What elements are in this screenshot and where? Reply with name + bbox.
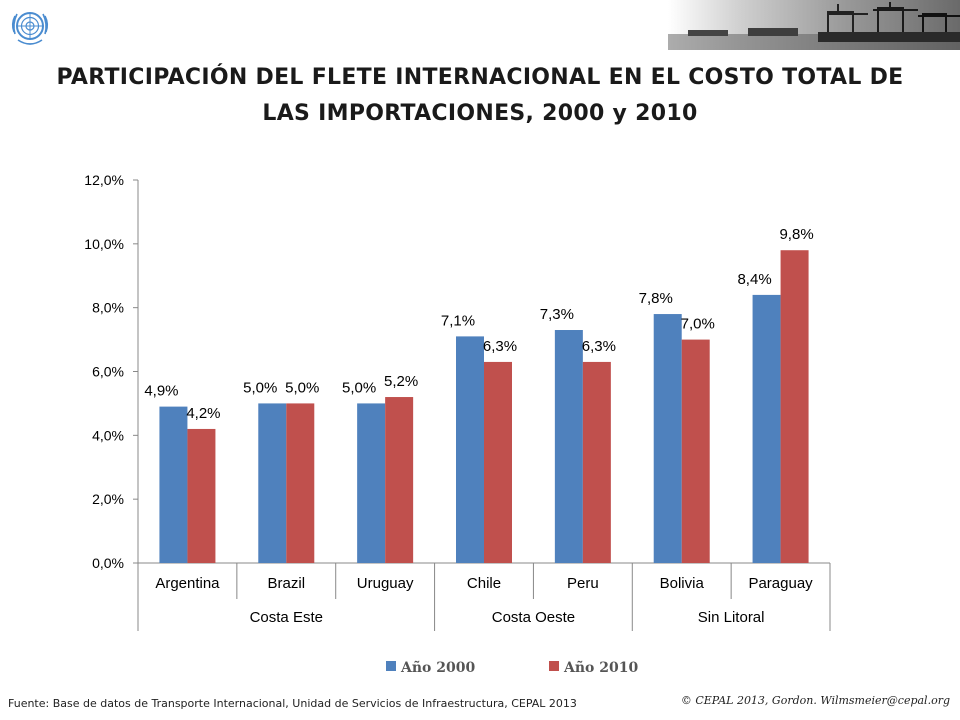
x-tick-label: Chile [467, 575, 501, 592]
data-label: 5,0% [342, 379, 376, 396]
y-tick-label: 10,0% [84, 236, 124, 252]
x-tick-label: Argentina [155, 575, 220, 592]
bar-2010-chile [484, 361, 512, 563]
title-line-1: PARTICIPACIÓN DEL FLETE INTERNACIONAL EN… [56, 65, 904, 90]
data-label: 8,4% [737, 271, 771, 288]
y-tick-label: 4,0% [92, 427, 124, 443]
un-emblem-icon [11, 12, 49, 45]
bar-2010-uruguay [385, 397, 414, 563]
legend-label: Año 2000 [400, 659, 475, 676]
port-cranes-photo [668, 0, 960, 50]
group-label: Costa Este [250, 609, 323, 626]
data-label: 7,8% [639, 290, 673, 307]
bar-chart: 0,0% 2,0% 4,0% 6,0% 8,0% 10,0% 12,0% 4,9% 4,2% Ar… [84, 172, 831, 676]
page-title: PARTICIPACIÓN DEL FLETE INTERNACIONAL EN… [40, 60, 920, 132]
data-label: 9,8% [779, 226, 813, 243]
legend-label: Año 2010 [563, 659, 638, 676]
group-label: Sin Litoral [698, 609, 765, 626]
legend-swatch [386, 661, 396, 671]
x-tick-label: Bolivia [660, 575, 705, 592]
data-label: 6,3% [582, 338, 616, 355]
legend-swatch [549, 661, 559, 671]
y-tick-label: 12,0% [84, 172, 124, 188]
x-tick-label: Peru [567, 575, 599, 592]
bar-2000-uruguay [357, 403, 386, 563]
y-tick-label: 8,0% [92, 300, 124, 316]
x-tick-label: Brazil [268, 575, 306, 592]
bar-2000-bolivia [653, 314, 682, 563]
bar-2000-argentina [159, 406, 188, 563]
y-tick-label: 6,0% [92, 364, 124, 380]
data-label: 6,3% [483, 338, 517, 355]
bar-2010-paraguay [780, 250, 809, 563]
source-note: Fuente: Base de datos de Transporte Inte… [8, 697, 577, 710]
y-tick-label: 0,0% [92, 555, 124, 571]
data-label: 7,3% [540, 306, 574, 323]
bar-2000-peru [554, 330, 583, 563]
data-label: 5,0% [285, 379, 319, 396]
bar-2010-bolivia [681, 339, 710, 563]
bar-2000-paraguay [752, 294, 781, 563]
x-tick-label: Paraguay [748, 575, 813, 592]
bar-2010-argentina [187, 428, 216, 563]
copyright-note: © CEPAL 2013, Gordon. Wilmsmeier@cepal.o… [680, 694, 950, 707]
data-label: 7,1% [441, 312, 475, 329]
group-label: Costa Oeste [492, 609, 575, 626]
bar-2000-brazil [258, 403, 287, 563]
data-label: 5,2% [384, 373, 418, 390]
data-label: 4,2% [186, 405, 220, 422]
data-label: 7,0% [681, 316, 715, 333]
bar-2000-chile [456, 336, 484, 563]
y-tick-label: 2,0% [92, 491, 124, 507]
x-tick-label: Uruguay [357, 575, 414, 592]
bar-2010-peru [582, 361, 611, 563]
title-line-2: LAS IMPORTACIONES, 2000 y 2010 [262, 101, 698, 126]
data-label: 5,0% [243, 379, 277, 396]
bar-2010-brazil [286, 403, 315, 563]
data-label: 4,9% [144, 383, 178, 400]
